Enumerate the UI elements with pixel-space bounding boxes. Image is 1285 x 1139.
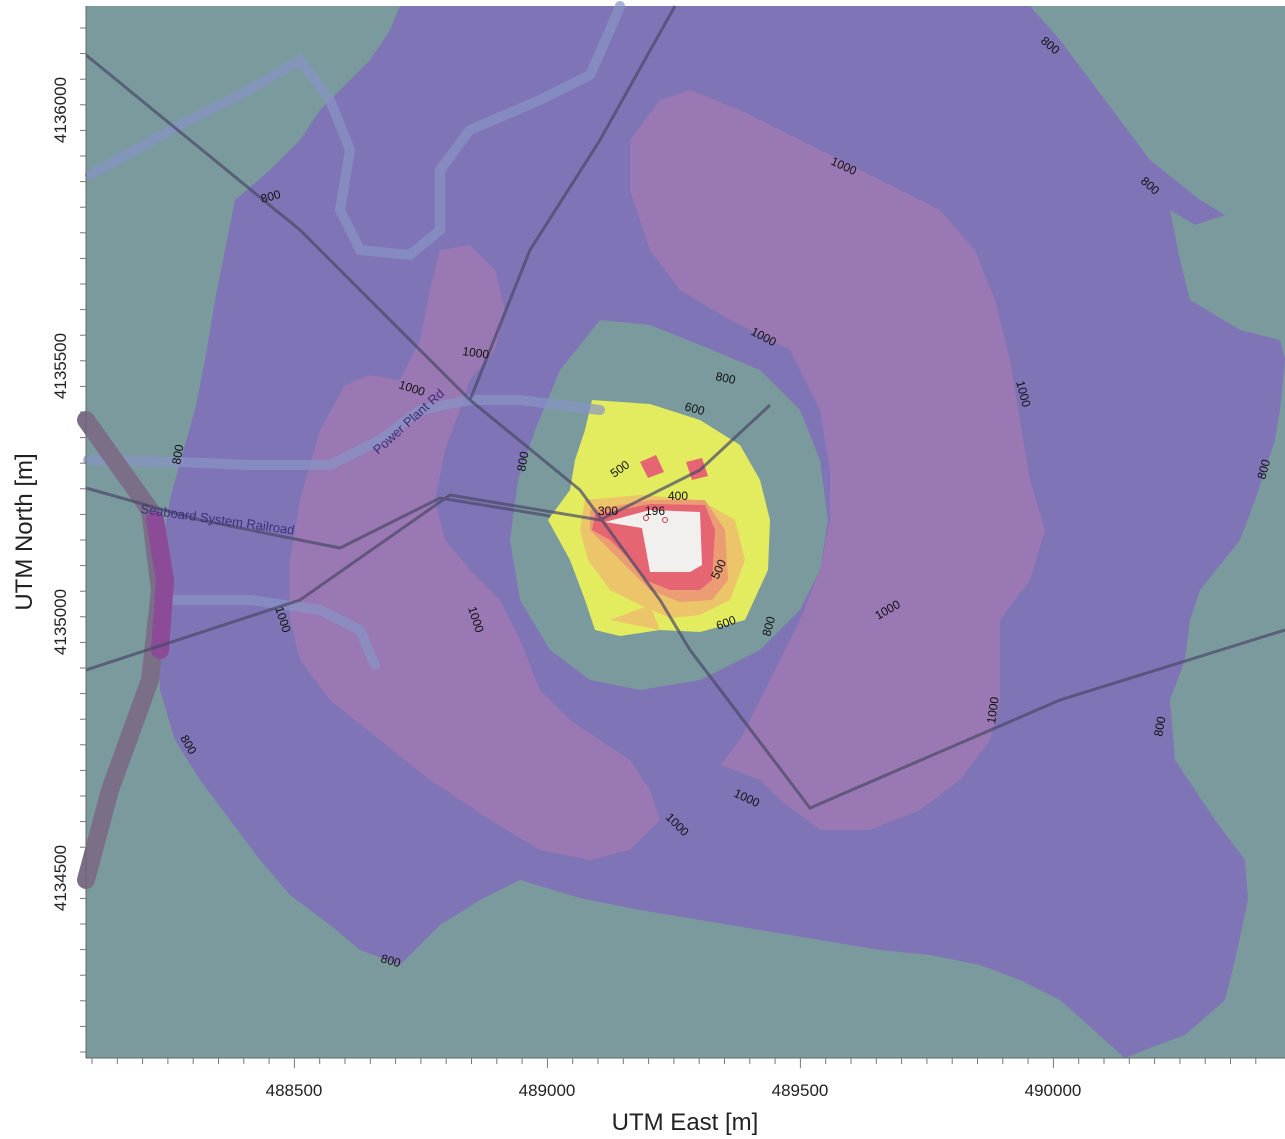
- y-tick-label-4135000: 4135000: [51, 589, 70, 655]
- contour-1000-region-east: [630, 90, 1045, 830]
- contour-1000-region-west: [290, 245, 660, 860]
- label-800-4: 800: [714, 369, 737, 387]
- label-800-7: 800: [1254, 457, 1273, 480]
- label-600-1: 600: [683, 399, 706, 418]
- y-tick-label-4136000: 4136000: [51, 77, 70, 143]
- roads-layer: [77, 1, 625, 889]
- label-1000-5: 1000: [1013, 379, 1034, 409]
- contour-500-patch: [610, 605, 660, 630]
- y-axis-title: UTM North [m]: [11, 453, 38, 610]
- label-800-11: 800: [379, 951, 402, 970]
- contour-196-region: [605, 510, 702, 572]
- lines-layer: [85, 5, 1285, 810]
- y-tick-label-4135500: 4135500: [51, 333, 70, 399]
- road-path-north: [85, 1, 625, 261]
- label-800-9: 800: [1151, 715, 1168, 737]
- label-800-8: 800: [759, 614, 778, 637]
- source-marker-2: [662, 517, 668, 523]
- label-400: 400: [668, 489, 688, 503]
- x-axis-title: UTM East [m]: [612, 1109, 759, 1136]
- y-tick-label-4134500: 4134500: [51, 845, 70, 911]
- x-tick-label-489500: 489500: [772, 1081, 829, 1100]
- source-marker-1: [643, 515, 649, 521]
- label-1000-3: 1000: [462, 344, 491, 362]
- y-minor-ticks: [80, 27, 86, 1053]
- label-800-5: 800: [169, 443, 186, 465]
- label-300: 300: [598, 504, 618, 518]
- x-minor-ticks: [91, 1058, 1257, 1068]
- road-path-west: [83, 395, 605, 470]
- label-196: 196: [645, 504, 665, 518]
- x-tick-label-489000: 489000: [519, 1081, 576, 1100]
- x-tick-label-488500: 488500: [266, 1081, 323, 1100]
- line-railroad: [85, 486, 551, 550]
- line-nw-diagonal: [85, 53, 1285, 810]
- label-800-3: 800: [259, 187, 282, 206]
- highway-crossing: [146, 511, 175, 659]
- label-1000-9: 1000: [984, 696, 1002, 725]
- contour-300-spot-1: [640, 455, 664, 478]
- label-800-6: 800: [514, 450, 531, 472]
- label-600-2: 600: [714, 613, 738, 633]
- line-north-diagonal: [468, 5, 677, 401]
- road-path-south: [160, 595, 380, 670]
- line-west-east: [85, 403, 772, 672]
- x-tick-label-490000: 490000: [1025, 1081, 1082, 1100]
